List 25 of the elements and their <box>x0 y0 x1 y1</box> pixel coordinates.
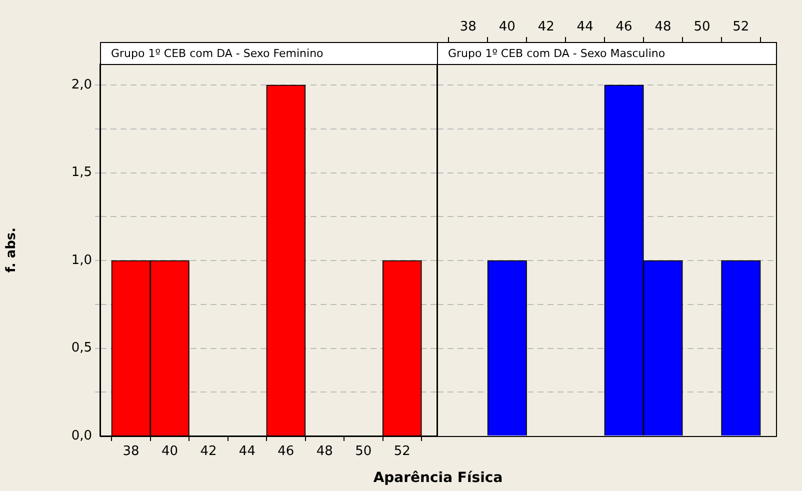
x-tick-label: 50 <box>355 444 372 460</box>
x-tick-label: 48 <box>654 20 672 35</box>
y-tick-label: 1,0 <box>71 252 92 268</box>
y-tick-label: 0,0 <box>71 428 92 444</box>
y-tick-label: 2,0 <box>71 77 92 92</box>
x-tick-label: 44 <box>576 20 594 35</box>
x-tick-label: 44 <box>238 444 256 460</box>
x-tick-label: 38 <box>122 444 140 460</box>
chart-title: Grupo 1º CEB com DA - Sexo Masculino <box>437 42 777 65</box>
x-axis-title: Aparência Física <box>372 470 504 486</box>
x-tick-label: 48 <box>316 444 333 460</box>
x-tick-label: 42 <box>200 444 217 460</box>
x-tick-label: 42 <box>538 20 554 35</box>
y-tick-label: 0,5 <box>71 340 92 356</box>
x-tick-label: 38 <box>460 20 476 35</box>
x-tick-label: 46 <box>616 20 632 35</box>
x-tick-label: 52 <box>394 444 410 460</box>
y-tick-label: 1,5 <box>71 165 92 180</box>
x-tick-label: 52 <box>732 20 750 35</box>
x-tick-label: 40 <box>498 20 516 35</box>
x-tick-label: 46 <box>278 444 294 460</box>
y-axis-title: f. abs. <box>4 227 20 273</box>
x-tick-label: 40 <box>161 444 178 460</box>
x-tick-label: 50 <box>694 20 710 35</box>
chart-title: Grupo 1º CEB com DA - Sexo Feminino <box>100 42 438 65</box>
